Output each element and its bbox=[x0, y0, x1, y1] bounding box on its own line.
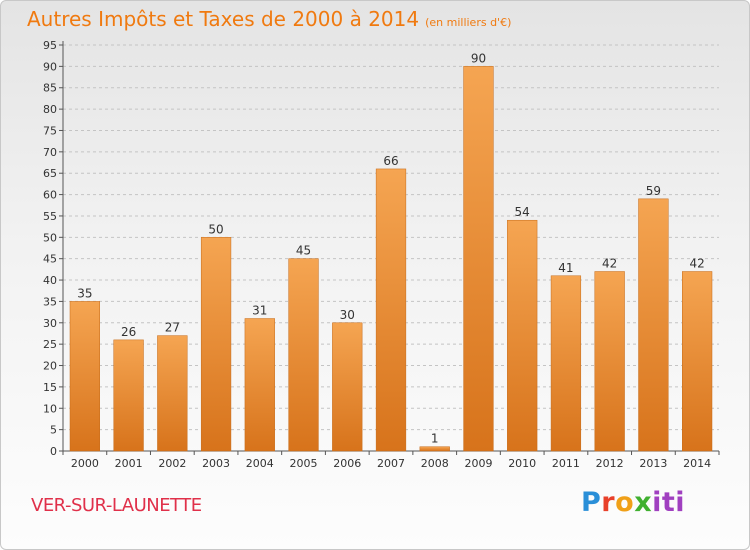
x-tick-label-2006: 2006 bbox=[333, 457, 361, 470]
y-tick-label: 60 bbox=[43, 189, 57, 202]
bar-2002 bbox=[157, 335, 188, 452]
x-tick-label-2008: 2008 bbox=[421, 457, 449, 470]
x-tick-label-2010: 2010 bbox=[508, 457, 536, 470]
x-tick-label-2013: 2013 bbox=[639, 457, 667, 470]
data-label-2005: 45 bbox=[296, 244, 311, 258]
bar-2010 bbox=[507, 219, 538, 452]
bar-2005 bbox=[288, 258, 319, 452]
data-label-2000: 35 bbox=[77, 286, 92, 300]
data-label-2007: 66 bbox=[383, 154, 398, 168]
data-label-2001: 26 bbox=[121, 325, 136, 339]
y-tick-label: 40 bbox=[43, 274, 57, 287]
chart-title: Autres Impôts et Taxes de 2000 à 2014 bbox=[27, 7, 420, 31]
y-tick-label: 45 bbox=[43, 253, 57, 266]
data-label-2014: 42 bbox=[689, 257, 704, 271]
y-tick-label: 75 bbox=[43, 124, 57, 137]
x-tick-label-2007: 2007 bbox=[377, 457, 405, 470]
bar-2001 bbox=[113, 339, 144, 452]
bar-2000 bbox=[69, 301, 100, 452]
bar-2004 bbox=[244, 318, 275, 452]
logo-letters-iti: iti bbox=[652, 487, 686, 518]
y-tick-label: 70 bbox=[43, 146, 57, 159]
y-tick-label: 95 bbox=[43, 39, 57, 52]
bar-2011 bbox=[550, 275, 582, 452]
data-label-2009: 90 bbox=[471, 51, 486, 65]
x-tick-label-2014: 2014 bbox=[683, 457, 711, 470]
bar-2007 bbox=[375, 168, 407, 452]
bars bbox=[69, 66, 713, 452]
y-tick-label: 25 bbox=[43, 338, 57, 351]
x-tick-label-2011: 2011 bbox=[552, 457, 580, 470]
y-tick-label: 5 bbox=[50, 424, 57, 437]
logo-letter-o: o bbox=[615, 487, 635, 518]
x-tick-label-2003: 2003 bbox=[202, 457, 230, 470]
data-label-2002: 27 bbox=[165, 321, 180, 335]
data-labels: 35 26 27 50 31 45 30 66 1 90 54 41 42 59 42 bbox=[77, 51, 705, 445]
data-label-2004: 31 bbox=[252, 304, 267, 318]
bar-2003 bbox=[200, 237, 232, 452]
title-row: Autres Impôts et Taxes de 2000 à 2014 (en… bbox=[27, 7, 511, 31]
y-tick-label: 10 bbox=[43, 402, 57, 415]
y-tick-label: 20 bbox=[43, 360, 57, 373]
y-tick-label: 15 bbox=[43, 381, 57, 394]
chart-unit: (en milliers d'€) bbox=[425, 16, 512, 29]
x-tick-label-2001: 2001 bbox=[115, 457, 143, 470]
bar-2013 bbox=[638, 198, 669, 452]
x-tick-label-2000: 2000 bbox=[71, 457, 99, 470]
x-tick-label-2005: 2005 bbox=[290, 457, 318, 470]
x-tick-label-2012: 2012 bbox=[596, 457, 624, 470]
y-tick-label: 0 bbox=[50, 445, 57, 458]
y-tick-label: 50 bbox=[43, 231, 57, 244]
y-tick-label: 65 bbox=[43, 167, 57, 180]
y-tick-label: 35 bbox=[43, 295, 57, 308]
x-tick-label-2009: 2009 bbox=[464, 457, 492, 470]
x-tick-label-2002: 2002 bbox=[158, 457, 186, 470]
data-label-2012: 42 bbox=[602, 257, 617, 271]
data-label-2006: 30 bbox=[340, 308, 355, 322]
logo-letter-r: r bbox=[601, 487, 616, 518]
bar-2008 bbox=[419, 446, 450, 452]
logo-letter-p: P bbox=[581, 487, 602, 518]
logo-letter-x: x bbox=[634, 487, 653, 518]
data-label-2010: 54 bbox=[515, 205, 530, 219]
y-tick-label: 30 bbox=[43, 317, 57, 330]
y-tick-label: 55 bbox=[43, 210, 57, 223]
proxiti-logo[interactable]: Proxiti bbox=[581, 487, 685, 518]
data-label-2011: 41 bbox=[558, 261, 573, 275]
y-tick-label: 85 bbox=[43, 82, 57, 95]
y-tick-label: 80 bbox=[43, 103, 57, 116]
bar-2014 bbox=[682, 271, 713, 452]
data-label-2013: 59 bbox=[646, 184, 661, 198]
data-label-2008: 1 bbox=[431, 432, 439, 446]
bar-2006 bbox=[332, 322, 363, 452]
bar-2012 bbox=[594, 271, 625, 452]
bar-2009 bbox=[463, 66, 494, 452]
x-tick-label-2004: 2004 bbox=[246, 457, 274, 470]
commune-name: VER-SUR-LAUNETTE bbox=[31, 495, 202, 516]
data-label-2003: 50 bbox=[208, 222, 223, 236]
y-tick-label: 90 bbox=[43, 60, 57, 73]
